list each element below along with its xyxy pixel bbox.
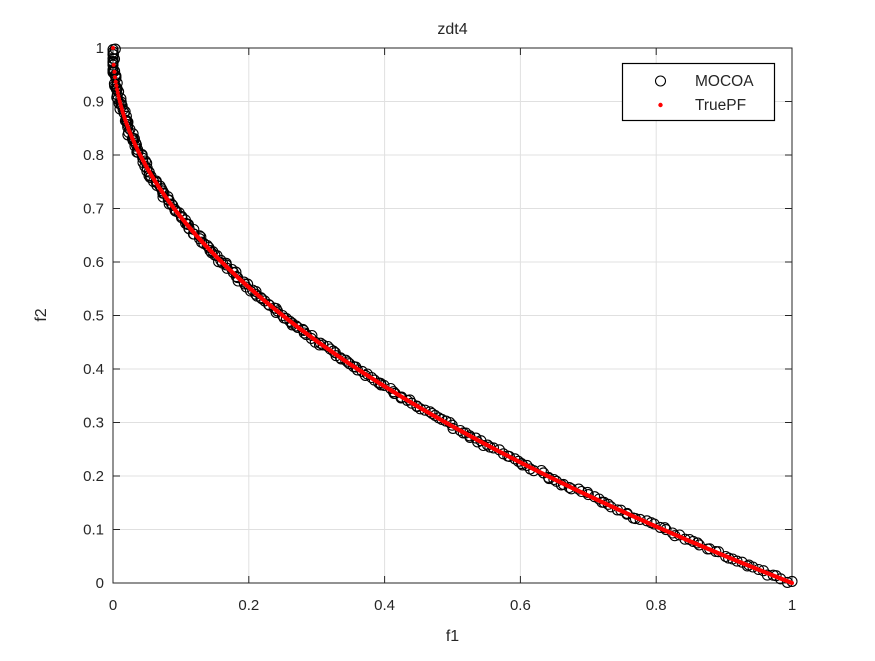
svg-text:0.6: 0.6 [83, 254, 104, 271]
svg-text:0.6: 0.6 [510, 597, 531, 614]
svg-text:0.3: 0.3 [83, 415, 104, 432]
series-truepf-points [111, 46, 794, 585]
svg-text:0.8: 0.8 [83, 147, 104, 164]
svg-text:0.2: 0.2 [83, 468, 104, 485]
svg-text:0.8: 0.8 [646, 597, 667, 614]
svg-text:0.2: 0.2 [238, 597, 259, 614]
y-tick-labels: 0 0.1 0.2 0.3 0.4 0.5 0.6 0.7 0.8 0.9 1 [83, 40, 104, 592]
x-axis-label: f1 [446, 628, 459, 645]
legend: MOCOA TruePF [621, 62, 776, 122]
svg-text:0.1: 0.1 [83, 522, 104, 539]
svg-text:1: 1 [788, 597, 796, 614]
svg-text:0: 0 [96, 575, 104, 592]
svg-text:0.5: 0.5 [83, 308, 104, 325]
svg-text:0.4: 0.4 [374, 597, 395, 614]
svg-text:1: 1 [96, 40, 104, 57]
legend-marker-truepf-icon [658, 102, 663, 108]
legend-label-truepf: TruePF [695, 97, 746, 114]
svg-text:0: 0 [109, 597, 117, 614]
gridlines [112, 47, 793, 584]
svg-text:0.4: 0.4 [83, 361, 104, 378]
legend-marker-mocoa-icon [654, 75, 667, 87]
y-axis-label: f2 [33, 308, 50, 321]
svg-text:0.9: 0.9 [83, 94, 104, 111]
chart-title: zdt4 [437, 21, 467, 38]
x-tick-labels: 0 0.2 0.4 0.6 0.8 1 [109, 597, 796, 614]
legend-box [621, 62, 776, 122]
legend-label-mocoa: MOCOA [695, 73, 754, 90]
svg-text:0.7: 0.7 [83, 201, 104, 218]
